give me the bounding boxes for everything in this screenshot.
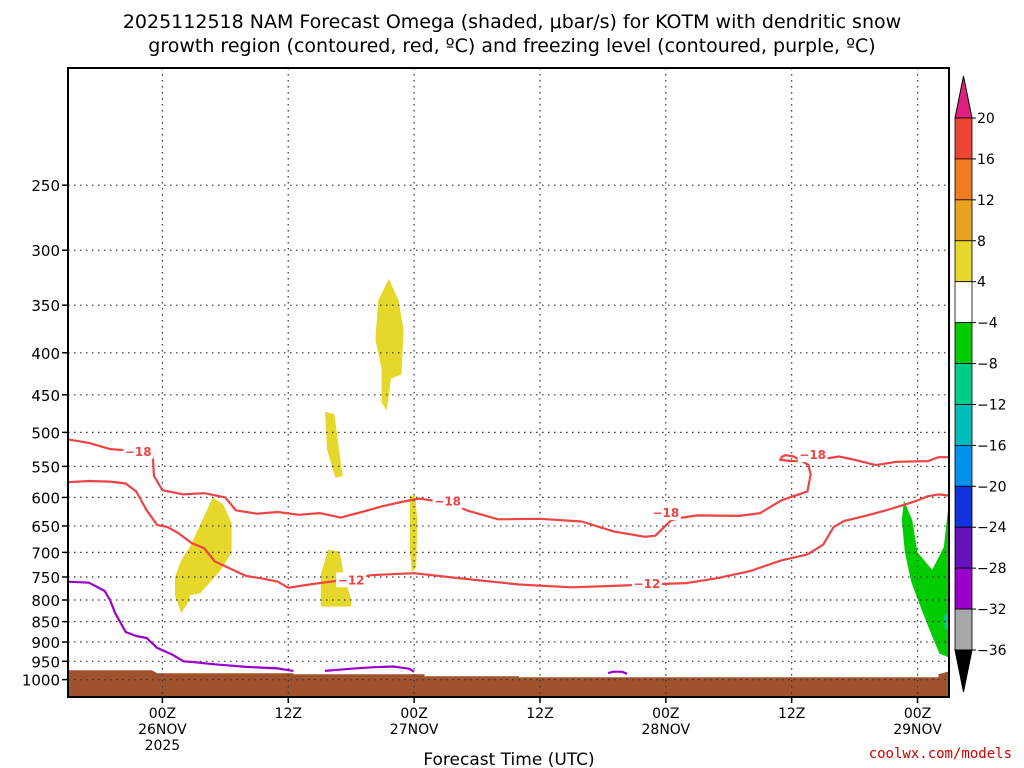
omega-plus-4-near-26nov-15z: [325, 411, 343, 478]
x-tick-label-30-line-2: 27NOV: [390, 722, 439, 738]
dendritic-minus-12-label-0: −12: [338, 573, 365, 587]
dendritic-minus-18-label-bg-0: [123, 443, 154, 459]
y-tick-label-600: 600: [31, 489, 60, 507]
dendritic-minus-18-label-bg-3: [797, 447, 828, 463]
freezing-level-0-segment-2: [607, 670, 628, 675]
colorbar-label-7: −12: [977, 397, 1007, 413]
colorbar-label-6: −8: [977, 357, 998, 373]
x-tick-label-42-line-1: 12Z: [526, 706, 553, 722]
dendritic-minus-18-label-3: −18: [799, 448, 826, 462]
plot-frame: [67, 67, 950, 698]
y-tick-label-400: 400: [31, 345, 60, 363]
y-tick-label-700: 700: [31, 544, 60, 562]
x-tick-label-6-line-3: 2025: [145, 738, 181, 754]
colorbar-swatch-0: [954, 117, 973, 160]
colorbar-label-8: −16: [977, 438, 1007, 454]
freezing-level-0-segment-1: [324, 665, 415, 673]
omega-plus-4-near-26nov-16z-low: [320, 549, 352, 607]
dendritic-minus-18-label-0: −18: [125, 445, 152, 459]
omega-plus-4-near-27nov-00z: [409, 495, 418, 573]
x-tick-label-54-line-2: 28NOV: [642, 722, 691, 738]
colorbar-swatch-3: [954, 240, 973, 283]
y-axis: 250 300 350 400 450 500 550 600 650 700 750 800 850 9…: [22, 177, 68, 690]
x-tick-label-78-line-2: 29NOV: [893, 722, 942, 738]
y-tick-label-250: 250: [31, 177, 60, 195]
colorbar-label-13: −36: [977, 643, 1007, 659]
colorbar-label-3: 8: [977, 234, 986, 250]
colorbar-swatch-12: [954, 608, 973, 651]
colorbar-label-2: 12: [977, 193, 995, 209]
dendritic-minus-18-segment-0: [68, 438, 949, 538]
y-tick-label-950: 950: [31, 653, 60, 671]
dendritic-minus-18-label-2: −18: [652, 506, 679, 520]
colorbar-label-1: 16: [977, 152, 995, 168]
chart-title-line-1: 2025112518 NAM Forecast Omega (shaded, μ…: [123, 11, 901, 33]
x-axis-label: Forecast Time (UTC): [423, 750, 594, 768]
omega-minus-4-near-29nov-00z: [901, 500, 949, 658]
colorbar-swatch-6: [954, 363, 973, 405]
y-tick-label-750: 750: [31, 569, 60, 587]
omega-plus-4-near-26nov-22z-upper: [375, 278, 404, 411]
y-tick-label-1000: 1000: [22, 672, 60, 690]
y-tick-label-300: 300: [31, 242, 60, 260]
dendritic-minus-12-label-1: −12: [634, 577, 661, 591]
dendritic-minus-18-label-bg-1: [432, 493, 463, 509]
colorbar-label-10: −24: [977, 520, 1007, 536]
dendritic-minus-18-label-bg-2: [650, 505, 681, 521]
chart-title-line-2: growth region (contoured, red, ºC) and f…: [148, 35, 875, 57]
colorbar-swatch-2: [954, 199, 973, 242]
freezing-level-0-segment-0: [68, 580, 294, 672]
x-tick-label-6-line-1: 00Z: [149, 706, 176, 722]
colorbar-swatch-1: [954, 158, 973, 201]
colorbar-bottom-triangle: [954, 649, 973, 693]
colorbar-swatch-8: [954, 444, 973, 487]
omega-shading-layer: [175, 278, 949, 658]
colorbar-swatch-5: [954, 322, 973, 364]
dendritic-minus-12-label-bg-1: [631, 576, 662, 592]
contour-layer: [68, 438, 949, 675]
site-credit: coolwx.com/models: [869, 746, 1012, 762]
y-tick-label-550: 550: [31, 458, 60, 476]
y-tick-label-800: 800: [31, 592, 60, 610]
colorbar-label-4: 4: [977, 275, 986, 291]
grid-layer: [68, 68, 949, 697]
colorbar-top-triangle: [954, 75, 973, 119]
colorbar-label-11: −28: [977, 561, 1007, 577]
colorbar-swatch-11: [954, 567, 973, 610]
contour-label-layer: −18 −18 −18 −18 −12 −12: [123, 443, 828, 592]
x-tick-label-6-line-2: 26NOV: [138, 722, 187, 738]
x-tick-label-54-line-1: 00Z: [652, 706, 679, 722]
x-tick-label-66-line-1: 12Z: [778, 706, 805, 722]
colorbar: 20 16 12 8 4 −4 −8 −12 −16 −20 −24 −28 −32 −36: [954, 75, 1007, 693]
y-tick-label-450: 450: [31, 387, 60, 405]
y-tick-label-350: 350: [31, 297, 60, 315]
dendritic-minus-12-segment-0: [68, 479, 949, 589]
x-tick-label-30-line-1: 00Z: [400, 706, 427, 722]
colorbar-swatch-7: [954, 404, 973, 446]
colorbar-label-0: 20: [977, 111, 995, 127]
ground-layer: [68, 670, 949, 697]
y-tick-label-500: 500: [31, 424, 60, 442]
colorbar-label-5: −4: [977, 316, 998, 332]
dendritic-minus-18-label-1: −18: [434, 495, 461, 509]
colorbar-label-9: −20: [977, 479, 1007, 495]
x-tick-label-18-line-1: 12Z: [275, 706, 302, 722]
y-tick-label-650: 650: [31, 518, 60, 536]
y-tick-label-850: 850: [31, 614, 60, 632]
colorbar-label-12: −32: [977, 602, 1007, 618]
ground-terrain: [68, 670, 949, 697]
colorbar-swatch-4: [954, 281, 973, 324]
dendritic-minus-12-label-bg-0: [336, 572, 367, 588]
colorbar-swatch-10: [954, 526, 973, 569]
colorbar-swatch-9: [954, 485, 973, 528]
omega-plus-4-near-26nov-03z: [175, 497, 232, 614]
y-tick-label-900: 900: [31, 634, 60, 652]
x-tick-label-78-line-1: 00Z: [904, 706, 931, 722]
omega-minus-8-near-29nov-04z: [943, 612, 949, 630]
